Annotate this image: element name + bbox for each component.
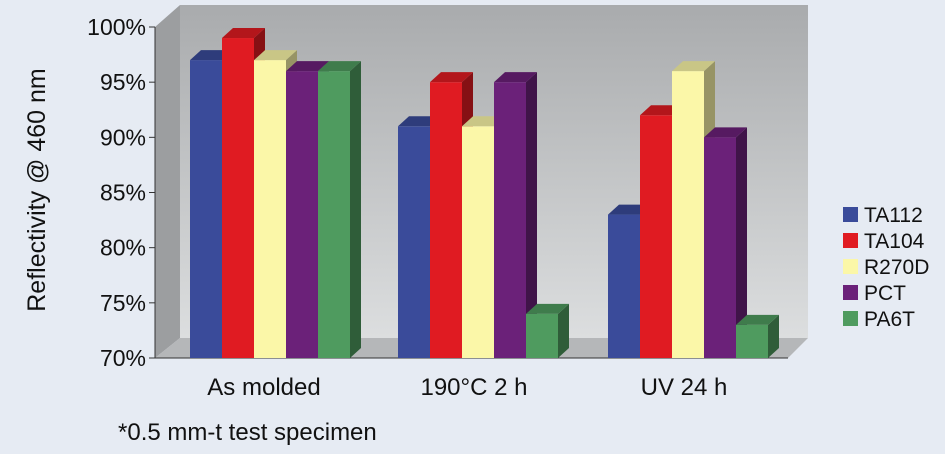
plot-left-wall — [155, 5, 180, 358]
legend-swatch — [843, 311, 858, 326]
legend-swatch — [843, 285, 858, 300]
legend-swatch — [843, 233, 858, 248]
legend-label: TA104 — [864, 230, 925, 253]
y-tick-label: 70% — [100, 345, 146, 371]
legend-label: R270D — [864, 256, 929, 279]
bar-PA6T-1 — [526, 303, 569, 358]
bar-PCT-2 — [704, 127, 747, 358]
footnote: *0.5 mm-t test specimen — [118, 419, 377, 446]
bar-PCT-1 — [494, 72, 537, 359]
legend-swatch — [843, 207, 858, 222]
x-category-label: UV 24 h — [641, 374, 728, 401]
x-category-label: As molded — [207, 374, 320, 401]
y-tick-label: 80% — [100, 235, 146, 261]
legend: TA112 TA104 R270D PCT PA6T — [843, 204, 929, 331]
bar-PA6T-0 — [318, 61, 361, 359]
legend-label: TA112 — [864, 204, 923, 227]
legend-label: PCT — [864, 282, 906, 305]
bar-PA6T-2 — [736, 314, 779, 358]
y-tick-label: 95% — [100, 69, 146, 95]
y-axis-label: Reflectivity @ 460 nm — [23, 68, 51, 312]
y-tick-label: 85% — [100, 180, 146, 206]
legend-swatch — [843, 259, 858, 274]
y-tick-label: 90% — [100, 124, 146, 150]
legend-label: PA6T — [864, 308, 915, 331]
y-tick-label: 100% — [87, 14, 146, 40]
y-tick-label: 75% — [100, 290, 146, 316]
x-category-label: 190°C 2 h — [420, 374, 527, 401]
